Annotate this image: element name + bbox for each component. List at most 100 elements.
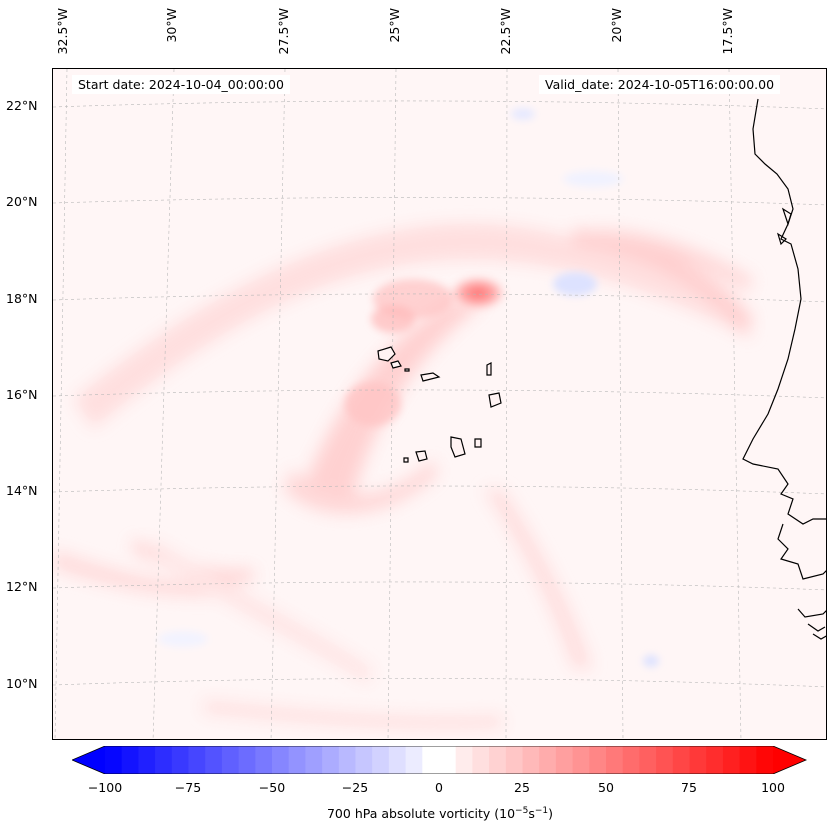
lon-label-25w: 25°W xyxy=(387,8,402,43)
colorbar-step xyxy=(305,746,323,774)
colorbar-step xyxy=(706,746,724,774)
colorbar-step xyxy=(388,746,407,774)
colorbar-step xyxy=(121,746,139,774)
lat-label-10n: 10°N xyxy=(6,676,38,691)
island-sao-nicolau xyxy=(420,372,441,382)
band-south xyxy=(283,459,438,515)
colorbar-step xyxy=(656,746,674,774)
colorbar-step xyxy=(238,746,256,774)
colorbar-tick: −25 xyxy=(341,780,369,795)
lat-label-12n: 12°N xyxy=(6,579,38,594)
band-west2 xyxy=(133,539,253,582)
colorbar-step xyxy=(756,746,774,774)
colorbar-tick: 50 xyxy=(598,780,614,795)
gridlines xyxy=(53,69,826,739)
lat-label-18n: 18°N xyxy=(6,291,38,306)
lon-label-30w: 30°W xyxy=(164,8,179,43)
colorbar-label-unit: s xyxy=(528,806,535,822)
band-bottom xyxy=(203,699,503,731)
band-south-east xyxy=(483,489,593,669)
lon-label-20w: 20°W xyxy=(609,8,624,43)
colorbar-step xyxy=(689,746,707,774)
lon-label-27.5w: 27.5°W xyxy=(276,8,291,55)
colorbar-label-main: 700 hPa absolute vorticity (10 xyxy=(326,806,516,822)
colorbar-extend-min xyxy=(72,746,105,774)
colorbar-tick: −75 xyxy=(174,780,202,795)
band-arc xyxy=(73,222,753,429)
colorbar-step xyxy=(672,746,690,774)
colorbar-step xyxy=(639,746,657,774)
colorbar-step xyxy=(455,746,473,774)
colorbar-step xyxy=(138,746,156,774)
lat-label-20n: 20°N xyxy=(6,194,38,209)
colorbar-step xyxy=(338,746,356,774)
colorbar-step xyxy=(221,746,240,774)
island-santiago xyxy=(450,436,466,458)
colorbar-label-exp1: −5 xyxy=(515,806,529,816)
colorbar-step xyxy=(439,746,457,774)
island-santa-luzia xyxy=(404,368,410,372)
core-west xyxy=(345,382,401,426)
start-date-label: Start date: 2024-10-04_00:00:00 xyxy=(72,75,290,94)
coast-islands-se xyxy=(807,623,826,640)
coast-south xyxy=(777,523,826,580)
colorbar-tick: 100 xyxy=(761,780,785,795)
colorbar-step xyxy=(539,746,557,774)
island-boa-vista xyxy=(488,392,502,408)
core-west2 xyxy=(371,305,415,333)
colorbar-tick: −100 xyxy=(87,780,123,795)
neg-spot-3 xyxy=(643,655,659,667)
colorbar-step xyxy=(472,746,490,774)
neg-spot-1 xyxy=(553,272,597,296)
band-west xyxy=(53,549,238,598)
coast-islands-east xyxy=(776,207,792,246)
island-maio xyxy=(474,438,482,448)
lat-label-14n: 14°N xyxy=(6,483,38,498)
island-sao-vicente xyxy=(390,360,402,369)
colorbar-step xyxy=(155,746,173,774)
island-fogo xyxy=(415,450,428,462)
colorbar-extend-max xyxy=(773,746,806,774)
lat-label-16n: 16°N xyxy=(6,387,38,402)
neg-spot-5 xyxy=(158,631,208,647)
core-main xyxy=(448,275,508,311)
colorbar-step xyxy=(272,746,290,774)
colorbar-label-exp2: −1 xyxy=(534,806,549,816)
colorbar-step xyxy=(288,746,306,774)
colorbar-step xyxy=(555,746,574,774)
colorbar-step xyxy=(171,746,189,774)
colorbar-step xyxy=(589,746,607,774)
lat-label-22n: 22°N xyxy=(6,98,38,113)
colorbar xyxy=(72,746,808,774)
neg-spot-2 xyxy=(511,108,535,120)
colorbar-step xyxy=(489,746,507,774)
colorbar-outline xyxy=(72,746,808,774)
coastlines xyxy=(742,98,826,640)
west-africa-coast xyxy=(742,98,826,525)
cape-verde-islands xyxy=(377,346,502,463)
band-sw xyxy=(148,539,373,684)
colorbar-label: 700 hPa absolute vorticity (10−5s−1) xyxy=(0,806,837,821)
map-frame xyxy=(52,68,827,740)
lon-label-17.5w: 17.5°W xyxy=(720,8,735,55)
colorbar-step xyxy=(722,746,741,774)
colorbar-step xyxy=(422,746,440,774)
colorbar-tick: 75 xyxy=(681,780,697,795)
lon-label-22.5w: 22.5°W xyxy=(498,8,513,55)
band-northeast xyxy=(593,229,753,291)
colorbar-step xyxy=(355,746,373,774)
valid-date-label: Valid_date: 2024-10-05T16:00:00.00 xyxy=(539,75,781,94)
colorbar-step xyxy=(372,746,390,774)
band-east xyxy=(573,229,753,334)
colorbar-step xyxy=(405,746,423,774)
colorbar-step xyxy=(205,746,223,774)
coast-bissau xyxy=(797,608,826,618)
colorbar-tick: 25 xyxy=(514,780,530,795)
colorbar-step xyxy=(188,746,206,774)
colorbar-step xyxy=(739,746,757,774)
neg-spot-4 xyxy=(563,171,623,187)
colorbar-step xyxy=(255,746,273,774)
colorbar-tick: 0 xyxy=(435,780,443,795)
colorbar-label-end: ) xyxy=(548,806,553,822)
colorbar-step xyxy=(522,746,540,774)
